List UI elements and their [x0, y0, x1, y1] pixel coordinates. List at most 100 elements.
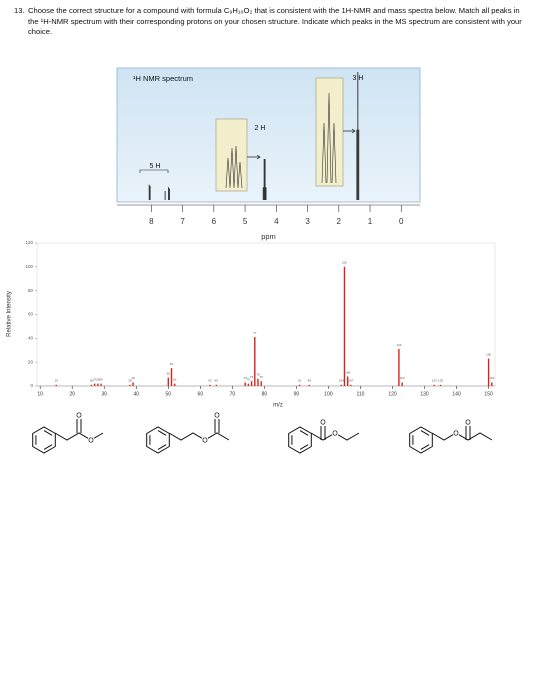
- peak-label: 107: [348, 379, 353, 383]
- x-tick-label: 2: [337, 217, 342, 226]
- arrow: [247, 154, 261, 160]
- x-tick-label: 130: [420, 391, 429, 397]
- peak-label: 50: [167, 371, 171, 375]
- x-tick-label: 100: [324, 391, 333, 397]
- peak-label: 75: [247, 377, 251, 381]
- peak-label: 133: [432, 379, 437, 383]
- x-tick-label: 90: [294, 391, 300, 397]
- integration-label: 5 H: [150, 163, 161, 170]
- y-tick-label: 20: [28, 359, 34, 364]
- peak-label: 38: [128, 379, 132, 383]
- x-tick-label: 4: [274, 217, 279, 226]
- plot-frame: [36, 242, 496, 387]
- question-text: Choose the correct structure for a compo…: [28, 6, 522, 37]
- inset-multiplet: [225, 145, 243, 189]
- benzene-ring: [146, 426, 170, 454]
- atom: O: [332, 430, 338, 437]
- x-axis-label: m/z: [273, 403, 283, 409]
- double-bond: [76, 419, 82, 433]
- y-tick-label: 60: [28, 312, 34, 317]
- bond: [431, 432, 493, 441]
- benzene-ring: [288, 426, 312, 454]
- oxygen-bg: [201, 436, 209, 444]
- x-tick-label: 10: [37, 391, 43, 397]
- oxygen-bg: [87, 436, 95, 444]
- oxygen-bg: [464, 418, 472, 426]
- x-tick-label: 150: [484, 391, 493, 397]
- peak-label: 106: [345, 370, 350, 374]
- x-tick-label: 0: [399, 217, 404, 226]
- x-axis-label: ppm: [261, 232, 276, 241]
- x-tick-label: 5: [243, 217, 248, 226]
- atom: O: [453, 430, 459, 437]
- atom: O: [465, 419, 471, 426]
- y-tick-label: 120: [25, 240, 33, 245]
- peak-label: 123: [400, 376, 405, 380]
- y-tick-label: 100: [25, 264, 33, 269]
- x-tick-label: 70: [230, 391, 236, 397]
- x-tick-label: 30: [101, 391, 107, 397]
- oxygen-bg: [319, 418, 327, 426]
- peak-label: 78: [256, 373, 260, 377]
- x-tick-label: 1: [368, 217, 373, 226]
- chart-title: ¹H NMR spectrum: [133, 74, 193, 83]
- peak-label: 15: [55, 379, 59, 383]
- peak-label: 52: [173, 377, 177, 381]
- peak-label: 26: [90, 379, 94, 383]
- benzene-ring: [32, 426, 56, 454]
- arrow: [343, 128, 356, 134]
- integration-bracket: [139, 169, 169, 173]
- bond: [54, 432, 104, 441]
- x-tick-label: 120: [388, 391, 397, 397]
- peak-label: 122: [396, 343, 401, 347]
- x-tick-label: 8: [149, 217, 154, 226]
- inset-multiplet: [321, 92, 337, 184]
- question-number: 13.: [14, 6, 25, 15]
- peak-label: 39: [131, 376, 135, 380]
- double-bond: [214, 419, 220, 433]
- oxygen-bg: [331, 429, 339, 437]
- atom: O: [320, 419, 326, 426]
- peak-label: 79: [260, 375, 264, 379]
- x-tick-label: 110: [356, 391, 364, 397]
- atom: O: [214, 412, 220, 419]
- x-tick-label: 3: [305, 217, 310, 226]
- y-tick-label: 80: [28, 288, 34, 293]
- peak-label: 105: [342, 261, 347, 265]
- x-tick-label: 50: [166, 391, 172, 397]
- y-axis-label: Relative Intensity: [7, 291, 13, 337]
- peak-label: 135: [438, 379, 443, 383]
- integration-label: 2 H: [255, 125, 266, 132]
- x-tick-label: 40: [134, 391, 140, 397]
- oxygen-bg: [75, 411, 83, 419]
- peak-label: 29: [99, 377, 103, 381]
- atom: O: [76, 412, 82, 419]
- peak-label: 77: [253, 331, 257, 335]
- oxygen-bg: [452, 429, 460, 437]
- nmr-frame: [116, 67, 421, 203]
- peak-label: 28: [96, 377, 100, 381]
- inset-box: [215, 118, 248, 192]
- y-tick-label: 40: [28, 336, 34, 341]
- peak-label: 76: [250, 375, 254, 379]
- peak-label: 91: [298, 379, 302, 383]
- peak-label: 94: [308, 379, 312, 383]
- x-tick-label: 20: [69, 391, 75, 397]
- x-tick-label: 60: [198, 391, 204, 397]
- oxygen-bg: [213, 411, 221, 419]
- x-tick-label: 140: [452, 391, 461, 397]
- y-tick-label: 0: [30, 383, 33, 388]
- double-bond: [320, 426, 326, 440]
- peak-label: 51: [170, 362, 174, 366]
- x-tick-label: 7: [180, 217, 185, 226]
- peak-label: 65: [215, 379, 219, 383]
- inset-box: [315, 77, 344, 187]
- double-bond: [465, 426, 471, 440]
- peak-label: 104: [339, 379, 344, 383]
- benzene-ring: [409, 426, 433, 454]
- peak-label: 74: [244, 376, 248, 380]
- atom: O: [88, 437, 94, 444]
